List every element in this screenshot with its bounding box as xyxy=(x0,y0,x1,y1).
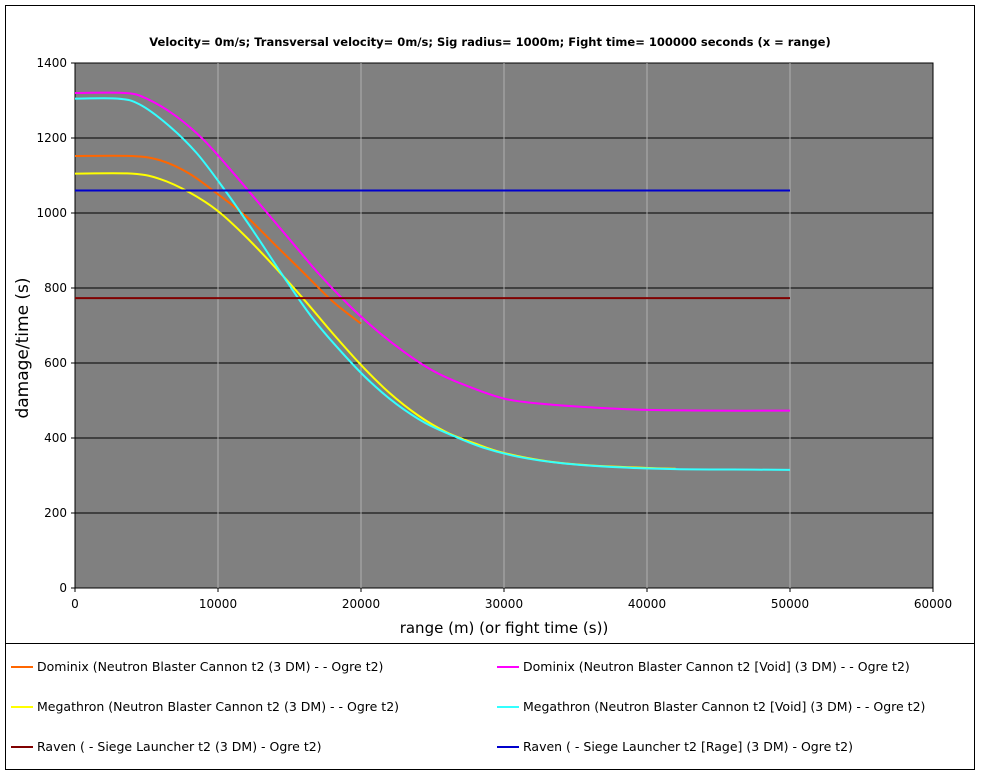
legend-item-raven-rage: Raven ( - Siege Launcher t2 [Rage] (3 DM… xyxy=(497,739,853,754)
legend-item-raven: Raven ( - Siege Launcher t2 (3 DM) - Ogr… xyxy=(11,739,322,754)
chart: Velocity= 0m/s; Transversal velocity= 0m… xyxy=(13,35,952,637)
y-axis: 0 200 400 600 800 1000 1200 1400 xyxy=(36,56,75,595)
y-tick-label: 1000 xyxy=(36,206,67,220)
x-tick-label: 10000 xyxy=(199,597,237,611)
x-tick-label: 0 xyxy=(71,597,79,611)
x-tick-label: 40000 xyxy=(628,597,666,611)
x-axis-label: range (m) (or fight time (s)) xyxy=(400,619,609,637)
legend-item-megathron: Megathron (Neutron Blaster Cannon t2 (3 … xyxy=(11,699,399,714)
series-line-dominix xyxy=(74,154,362,325)
legend-label: Raven ( - Siege Launcher t2 (3 DM) - Ogr… xyxy=(37,739,322,754)
legend-label: Megathron (Neutron Blaster Cannon t2 (3 … xyxy=(37,699,400,714)
legend: Dominix (Neutron Blaster Cannon t2 (3 DM… xyxy=(5,643,975,770)
y-tick-label: 200 xyxy=(44,506,67,520)
x-tick-label: 20000 xyxy=(342,597,380,611)
series-line-dominix-void xyxy=(74,91,791,412)
legend-swatch xyxy=(497,665,519,668)
grid-lines xyxy=(75,63,933,588)
y-tick-label: 1200 xyxy=(36,131,67,145)
x-axis: 0 10000 20000 30000 40000 50000 60000 xyxy=(71,588,952,611)
y-tick-label: 1400 xyxy=(36,56,67,70)
legend-swatch xyxy=(497,705,519,708)
chart-title: Velocity= 0m/s; Transversal velocity= 0m… xyxy=(149,35,830,49)
series-line-megathron-void xyxy=(74,97,791,471)
legend-swatch xyxy=(11,705,33,708)
legend-item-dominix: Dominix (Neutron Blaster Cannon t2 (3 DM… xyxy=(11,659,383,674)
x-tick-label: 30000 xyxy=(485,597,523,611)
x-tick-label: 50000 xyxy=(771,597,809,611)
legend-label: Dominix (Neutron Blaster Cannon t2 [Void… xyxy=(523,659,910,674)
legend-label: Dominix (Neutron Blaster Cannon t2 (3 DM… xyxy=(37,659,384,674)
y-axis-label: damage/time (s) xyxy=(13,277,33,418)
y-tick-label: 0 xyxy=(59,581,67,595)
legend-label: Raven ( - Siege Launcher t2 [Rage] (3 DM… xyxy=(523,739,853,754)
legend-swatch xyxy=(11,665,33,668)
y-tick-label: 600 xyxy=(44,356,67,370)
series-lines xyxy=(74,91,791,471)
legend-label: Megathron (Neutron Blaster Cannon t2 [Vo… xyxy=(523,699,926,714)
legend-item-dominix-void: Dominix (Neutron Blaster Cannon t2 [Void… xyxy=(497,659,910,674)
legend-swatch xyxy=(11,745,33,748)
x-tick-label: 60000 xyxy=(914,597,952,611)
y-tick-label: 400 xyxy=(44,431,67,445)
legend-item-megathron-void: Megathron (Neutron Blaster Cannon t2 [Vo… xyxy=(497,699,925,714)
legend-swatch xyxy=(497,745,519,748)
y-tick-label: 800 xyxy=(44,281,67,295)
